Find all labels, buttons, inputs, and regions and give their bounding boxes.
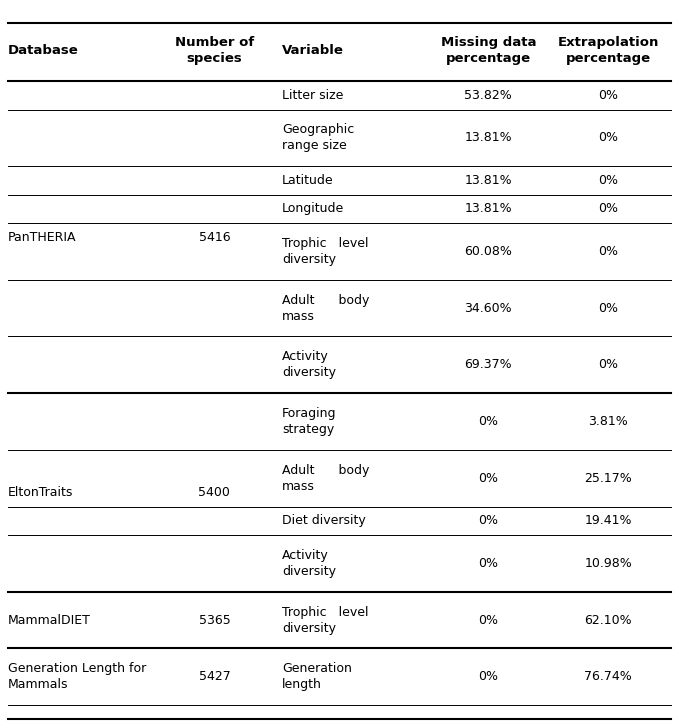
Text: PanTHERIA: PanTHERIA bbox=[8, 231, 77, 244]
Text: Adult      body
mass: Adult body mass bbox=[282, 464, 369, 493]
Text: 0%: 0% bbox=[598, 245, 619, 258]
Text: Generation Length for
Mammals: Generation Length for Mammals bbox=[8, 662, 147, 692]
Text: 0%: 0% bbox=[598, 301, 619, 314]
Text: Adult      body
mass: Adult body mass bbox=[282, 293, 369, 323]
Text: 13.81%: 13.81% bbox=[464, 131, 512, 144]
Text: 53.82%: 53.82% bbox=[464, 89, 512, 102]
Text: MammalDIET: MammalDIET bbox=[8, 614, 91, 627]
Text: Foraging
strategy: Foraging strategy bbox=[282, 407, 337, 436]
Text: 5365: 5365 bbox=[198, 614, 230, 627]
Text: 0%: 0% bbox=[598, 89, 619, 102]
Text: 13.81%: 13.81% bbox=[464, 174, 512, 187]
Text: 0%: 0% bbox=[478, 557, 498, 570]
Text: 5416: 5416 bbox=[198, 231, 230, 244]
Text: 0%: 0% bbox=[478, 415, 498, 428]
Text: 76.74%: 76.74% bbox=[585, 670, 632, 684]
Text: 5427: 5427 bbox=[198, 670, 230, 684]
Text: EltonTraits: EltonTraits bbox=[8, 486, 73, 499]
Text: 25.17%: 25.17% bbox=[585, 472, 632, 485]
Text: Latitude: Latitude bbox=[282, 174, 333, 187]
Text: 69.37%: 69.37% bbox=[464, 358, 512, 371]
Text: 0%: 0% bbox=[598, 174, 619, 187]
Text: Missing data
percentage: Missing data percentage bbox=[441, 36, 536, 65]
Text: Trophic   level
diversity: Trophic level diversity bbox=[282, 606, 369, 635]
Text: 60.08%: 60.08% bbox=[464, 245, 512, 258]
Text: Number of
species: Number of species bbox=[175, 36, 254, 65]
Text: Database: Database bbox=[8, 44, 79, 57]
Text: 0%: 0% bbox=[598, 358, 619, 371]
Text: 0%: 0% bbox=[478, 472, 498, 485]
Text: 34.60%: 34.60% bbox=[464, 301, 512, 314]
Text: 62.10%: 62.10% bbox=[585, 614, 632, 627]
Text: 0%: 0% bbox=[478, 614, 498, 627]
Text: Activity
diversity: Activity diversity bbox=[282, 549, 336, 578]
Text: Extrapolation
percentage: Extrapolation percentage bbox=[557, 36, 659, 65]
Text: 0%: 0% bbox=[598, 131, 619, 144]
Text: Activity
diversity: Activity diversity bbox=[282, 350, 336, 379]
Text: Variable: Variable bbox=[282, 44, 344, 57]
Text: Trophic   level
diversity: Trophic level diversity bbox=[282, 237, 369, 266]
Text: Generation
length: Generation length bbox=[282, 662, 352, 692]
Text: Longitude: Longitude bbox=[282, 202, 344, 215]
Text: Geographic
range size: Geographic range size bbox=[282, 123, 354, 152]
Text: 3.81%: 3.81% bbox=[589, 415, 628, 428]
Text: Diet diversity: Diet diversity bbox=[282, 514, 366, 527]
Text: 0%: 0% bbox=[478, 514, 498, 527]
Text: 5400: 5400 bbox=[198, 486, 230, 499]
Text: 0%: 0% bbox=[598, 202, 619, 215]
Text: 10.98%: 10.98% bbox=[585, 557, 632, 570]
Text: 0%: 0% bbox=[478, 670, 498, 684]
Text: 19.41%: 19.41% bbox=[585, 514, 632, 527]
Text: Litter size: Litter size bbox=[282, 89, 344, 102]
Text: 13.81%: 13.81% bbox=[464, 202, 512, 215]
